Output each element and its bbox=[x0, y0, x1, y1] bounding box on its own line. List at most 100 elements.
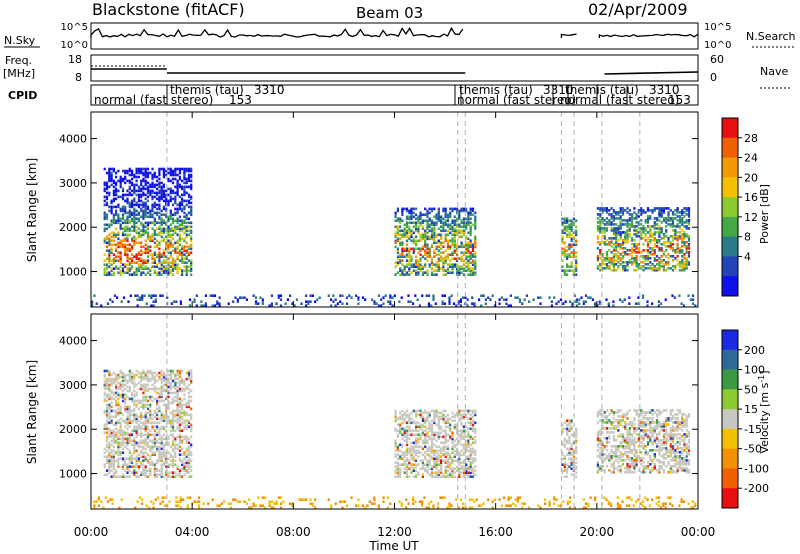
heatmap-cell bbox=[617, 255, 620, 258]
heatmap-cell bbox=[678, 215, 681, 218]
heatmap-cell bbox=[117, 179, 120, 183]
heatmap-cell bbox=[570, 243, 573, 247]
heatmap-cell bbox=[108, 171, 111, 175]
heatmap-cell bbox=[433, 231, 436, 235]
heatmap-cell bbox=[174, 445, 177, 449]
heatmap-cell bbox=[626, 268, 629, 272]
heatmap-cell bbox=[133, 207, 136, 211]
heatmap-cell bbox=[169, 455, 172, 458]
heatmap-cell bbox=[471, 409, 475, 413]
heatmap-cell bbox=[575, 427, 578, 431]
heatmap-cell bbox=[183, 181, 186, 185]
heatmap-cell bbox=[408, 217, 411, 221]
heatmap-cell bbox=[128, 389, 131, 393]
heatmap-cell bbox=[619, 235, 622, 238]
heatmap-cell bbox=[640, 223, 643, 226]
heatmap-cell bbox=[187, 225, 191, 229]
heatmap-cell bbox=[621, 239, 625, 242]
heatmap-cell bbox=[146, 255, 150, 258]
colorbar-swatch bbox=[722, 118, 738, 139]
heatmap-cell bbox=[167, 201, 170, 205]
heatmap-cell bbox=[133, 197, 136, 201]
heatmap-cell bbox=[176, 257, 179, 260]
heatmap-cell bbox=[678, 219, 681, 222]
heatmap-cell bbox=[446, 421, 450, 425]
heatmap-cell bbox=[433, 263, 436, 266]
heatmap-cell bbox=[658, 219, 661, 222]
heatmap-cell bbox=[457, 300, 460, 303]
heatmap-cell bbox=[151, 255, 154, 258]
heatmap-cell bbox=[121, 459, 125, 462]
heatmap-cell bbox=[601, 231, 604, 234]
heatmap-cell bbox=[133, 221, 136, 225]
heatmap-cell bbox=[190, 435, 193, 439]
heatmap-cell bbox=[140, 413, 143, 417]
heatmap-cell bbox=[158, 197, 161, 201]
heatmap-cell bbox=[174, 377, 177, 381]
heatmap-cell bbox=[605, 207, 609, 210]
heatmap-cell bbox=[103, 425, 106, 429]
heatmap-cell bbox=[396, 445, 399, 449]
heatmap-cell bbox=[160, 453, 163, 456]
heatmap-cell bbox=[131, 397, 134, 401]
heatmap-cell bbox=[135, 463, 138, 466]
heatmap-cell bbox=[112, 181, 115, 185]
heatmap-cell bbox=[421, 465, 424, 468]
heatmap-cell bbox=[465, 409, 468, 413]
heatmap-cell bbox=[121, 177, 125, 181]
heatmap-cell bbox=[437, 459, 440, 462]
heatmap-cell bbox=[142, 445, 145, 449]
heatmap-cell bbox=[412, 445, 415, 449]
heatmap-cell bbox=[446, 267, 450, 270]
heatmap-cell bbox=[126, 217, 129, 221]
heatmap-cell bbox=[135, 427, 138, 431]
heatmap-cell bbox=[674, 209, 677, 212]
heatmap-cell bbox=[167, 473, 170, 476]
heatmap-cell bbox=[615, 229, 618, 232]
heatmap-cell bbox=[453, 449, 456, 453]
heatmap-cell bbox=[158, 211, 161, 215]
heatmap-cell bbox=[660, 229, 663, 232]
heatmap-cell bbox=[137, 253, 140, 256]
heatmap-cell bbox=[169, 167, 172, 171]
heatmap-cell bbox=[158, 469, 161, 472]
heatmap-cell bbox=[162, 425, 165, 429]
heatmap-cell bbox=[681, 265, 684, 268]
heatmap-cell bbox=[624, 239, 627, 242]
heatmap-cell bbox=[124, 239, 127, 243]
heatmap-cell bbox=[653, 268, 656, 272]
heatmap-cell bbox=[405, 439, 409, 443]
heatmap-cell bbox=[115, 475, 118, 478]
heatmap-cell bbox=[137, 425, 140, 429]
heatmap-cell bbox=[633, 239, 636, 242]
heatmap-cell bbox=[128, 421, 131, 425]
heatmap-cell bbox=[649, 257, 652, 260]
heatmap-cell bbox=[442, 229, 445, 233]
heatmap-cell bbox=[681, 251, 684, 254]
heatmap-cell bbox=[124, 441, 127, 445]
heatmap-cell bbox=[133, 419, 136, 423]
beam-title: Beam 03 bbox=[356, 4, 423, 22]
heatmap-cell bbox=[644, 249, 647, 252]
heatmap-cell bbox=[396, 449, 399, 453]
heatmap-cell bbox=[126, 243, 129, 247]
heatmap-cell bbox=[631, 257, 634, 260]
heatmap-cell bbox=[453, 455, 456, 458]
heatmap-cell bbox=[430, 471, 434, 474]
heatmap-cell bbox=[474, 435, 477, 439]
heatmap-cell bbox=[117, 217, 120, 221]
heatmap-cell bbox=[176, 425, 179, 429]
heatmap-cell bbox=[126, 409, 129, 413]
heatmap-cell bbox=[146, 251, 150, 254]
heatmap-cell bbox=[458, 409, 461, 413]
heatmap-cell bbox=[635, 229, 638, 232]
heatmap-cell bbox=[563, 231, 566, 235]
heatmap-cell bbox=[128, 397, 131, 401]
heatmap-cell bbox=[403, 451, 406, 454]
heatmap-cell bbox=[119, 385, 122, 389]
heatmap-cell bbox=[119, 433, 122, 437]
heatmap-cell bbox=[437, 241, 440, 245]
heatmap-cell bbox=[516, 296, 519, 299]
heatmap-cell bbox=[451, 475, 454, 478]
